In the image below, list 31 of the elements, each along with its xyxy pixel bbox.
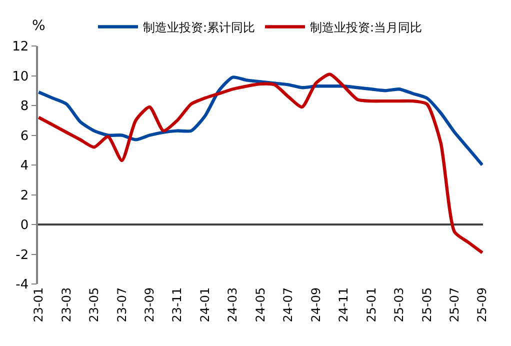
line-series <box>38 76 483 167</box>
x-tick-label: 24-01 <box>198 287 212 322</box>
x-tick-label: 24-03 <box>226 287 240 322</box>
y-tick-label: -4 <box>16 278 29 293</box>
x-tick-label: 24-05 <box>253 287 268 322</box>
x-tick-label: 25-05 <box>420 287 434 322</box>
legend-label: 制造业投资:累计同比 <box>143 20 256 34</box>
x-tick-label: 25-03 <box>392 287 406 322</box>
line-series <box>38 72 483 254</box>
y-tick-label: 0 <box>20 218 29 234</box>
legend-label: 制造业投资:当月同比 <box>310 20 422 34</box>
x-tick-label: 23-05 <box>87 287 102 322</box>
y-tick-label: 2 <box>20 188 29 204</box>
x-tick-label: 23-01 <box>32 287 46 322</box>
y-tick-label: 4 <box>20 158 29 174</box>
y-axis-title: % <box>32 18 46 34</box>
x-tick-label: 25-01 <box>364 287 378 322</box>
x-tick-label: 25-07 <box>447 287 462 322</box>
x-tick-label: 23-07 <box>114 287 129 322</box>
x-tick-label: 24-09 <box>308 287 323 322</box>
x-tick-label: 23-09 <box>142 287 156 322</box>
x-tick-label: 25-09 <box>475 287 490 322</box>
y-tick-label: 12 <box>12 40 29 55</box>
x-tick-label: 23-11 <box>170 287 184 322</box>
y-tick-label: 8 <box>20 99 29 114</box>
y-tick-label: 10 <box>12 69 29 84</box>
x-tick-label: 23-03 <box>59 287 74 322</box>
y-tick-label: -2 <box>16 248 29 263</box>
x-tick-label: 24-11 <box>336 287 351 322</box>
x-tick-label: 24-07 <box>281 287 296 322</box>
y-tick-label: 6 <box>20 128 29 144</box>
